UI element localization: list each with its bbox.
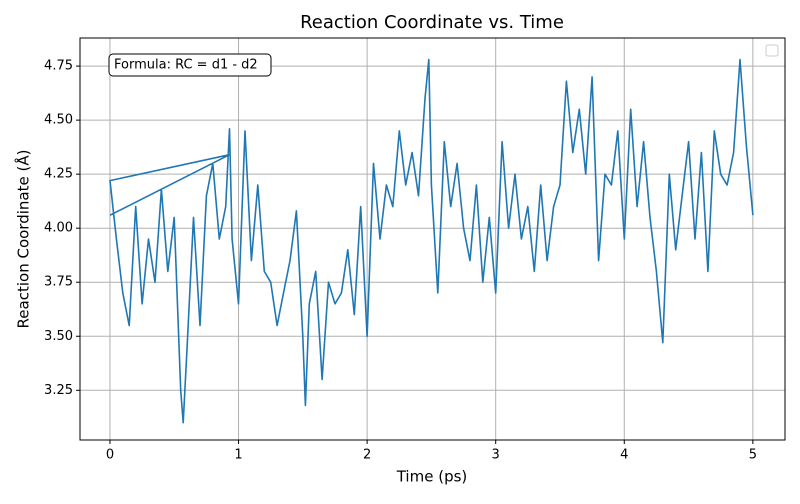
- x-tick-label: 4: [620, 448, 628, 463]
- x-tick-label: 5: [749, 448, 757, 463]
- y-tick-label: 4.50: [44, 113, 73, 128]
- y-tick-label: 3.50: [44, 329, 73, 344]
- y-tick-label: 3.75: [44, 275, 73, 290]
- y-tick-label: 4.00: [44, 221, 73, 236]
- y-tick-label: 4.25: [44, 167, 73, 182]
- y-axis-label: Reaction Coordinate (Å): [14, 150, 33, 329]
- plot-frame: [79, 37, 786, 441]
- x-tick-label: 1: [234, 448, 242, 463]
- x-axis-label: Time (ps): [396, 468, 468, 486]
- legend-box: [765, 44, 779, 57]
- chart-title: Reaction Coordinate vs. Time: [300, 12, 564, 33]
- data-line: [109, 58, 754, 424]
- y-tick-label: 3.25: [44, 383, 73, 398]
- annotation-box: [108, 53, 272, 77]
- annotation: Formula: RC = d1 - d2: [114, 58, 258, 73]
- x-tick-label: 2: [363, 448, 371, 463]
- y-tick-label: 4.75: [44, 59, 73, 74]
- x-tick-label: 0: [106, 448, 114, 463]
- x-tick-label: 3: [492, 448, 500, 463]
